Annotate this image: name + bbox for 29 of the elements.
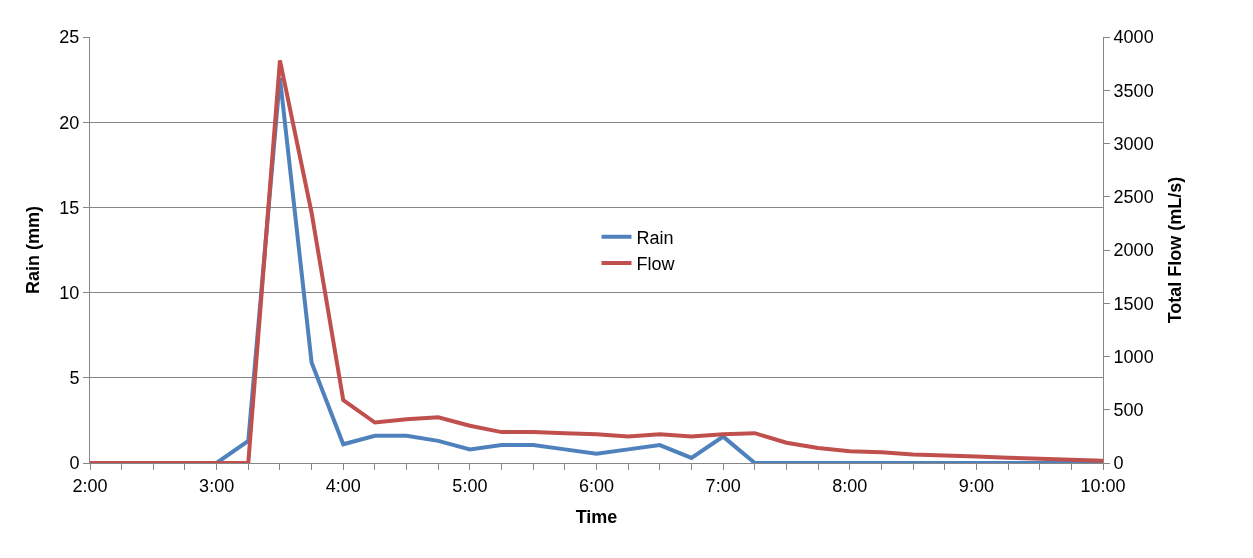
y-tick-label: 15 [59, 197, 80, 218]
y2-tick-label: 3500 [1113, 80, 1154, 101]
legend-label: Flow [636, 254, 676, 275]
x-axis-title: Time [575, 506, 618, 527]
x-tick-label: 8:00 [832, 475, 868, 496]
y-tick-label: 10 [59, 282, 80, 303]
y2-tick-label: 2000 [1113, 240, 1154, 261]
y2-tick-label: 2500 [1113, 187, 1154, 208]
x-tick-label: 9:00 [958, 475, 994, 496]
y2-tick-label: 3000 [1113, 133, 1154, 154]
x-tick-label: 10:00 [1080, 475, 1126, 496]
x-tick-label: 5:00 [452, 475, 488, 496]
x-tick-label: 7:00 [705, 475, 741, 496]
y2-tick-label: 1500 [1113, 293, 1154, 314]
y-tick-label: 25 [59, 27, 80, 48]
y-tick-label: 20 [59, 112, 80, 133]
y-axis-title: Rain (mm) [22, 205, 43, 295]
y2-tick-label: 500 [1113, 400, 1144, 421]
y2-tick-label: 4000 [1113, 27, 1154, 48]
x-tick-label: 4:00 [325, 475, 361, 496]
legend-label: Rain [636, 227, 674, 248]
x-tick-label: 3:00 [199, 475, 235, 496]
y-tick-label: 0 [69, 453, 80, 474]
y-tick-label: 5 [69, 368, 80, 389]
x-tick-label: 2:00 [72, 475, 108, 496]
x-tick-label: 6:00 [578, 475, 615, 496]
y2-tick-label: 1000 [1113, 346, 1154, 367]
y2-axis-title: Total Flow (mL/s) [1164, 176, 1185, 324]
y2-tick-label: 0 [1113, 453, 1124, 474]
